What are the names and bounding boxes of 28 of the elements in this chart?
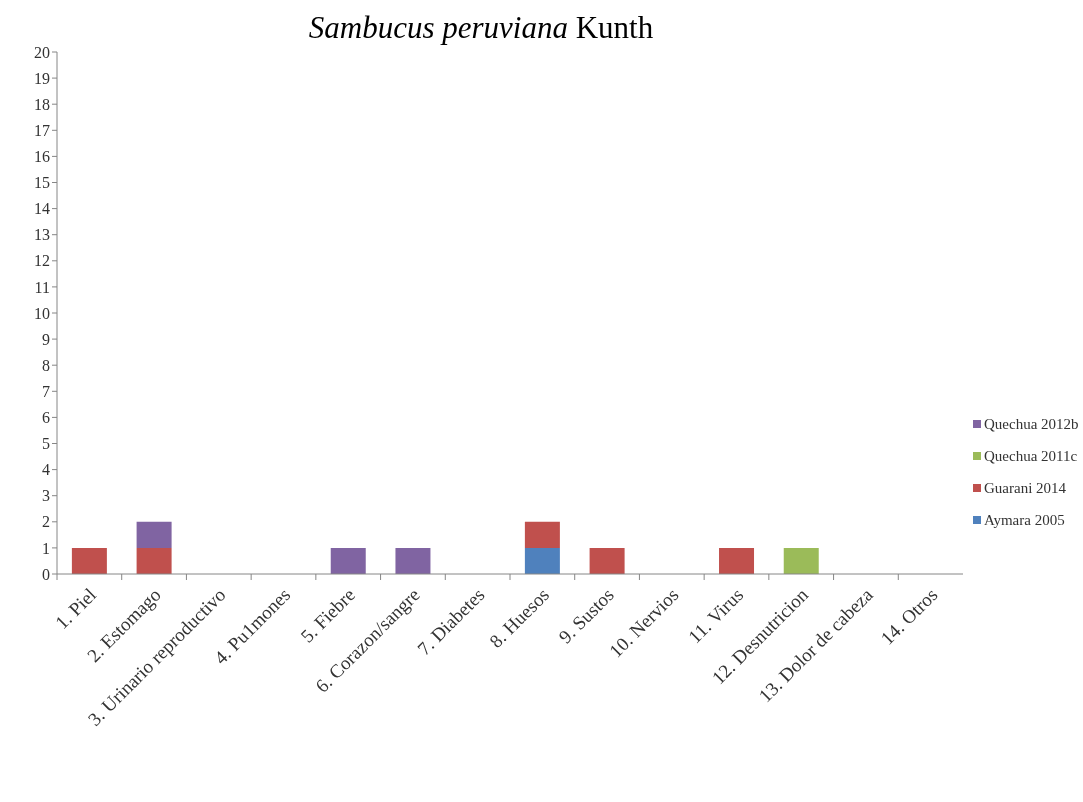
y-tick-label: 13 xyxy=(34,226,50,244)
legend-label: Quechua 2011c xyxy=(984,447,1078,465)
legend-label: Quechua 2012b xyxy=(984,415,1079,433)
x-tick-label: 1. Piel xyxy=(51,583,101,634)
y-tick-label: 2 xyxy=(42,513,50,531)
y-tick-label: 6 xyxy=(42,409,50,427)
x-tick-label: 14. Otros xyxy=(876,583,942,649)
chart-title: Sambucus peruviana Kunth xyxy=(308,10,654,45)
y-tick-label: 15 xyxy=(34,174,50,192)
y-tick-label: 17 xyxy=(34,121,50,139)
y-tick-label: 19 xyxy=(34,69,50,87)
y-tick-label: 14 xyxy=(34,200,50,218)
y-tick-label: 16 xyxy=(34,148,50,166)
y-tick-label: 5 xyxy=(42,435,50,453)
y-tick-label: 8 xyxy=(42,356,50,374)
y-tick-label: 18 xyxy=(34,95,50,113)
y-tick-label: 20 xyxy=(34,43,50,61)
legend-label: Guarani 2014 xyxy=(984,479,1067,497)
y-tick-label: 7 xyxy=(42,382,50,400)
y-tick-label: 9 xyxy=(42,330,50,348)
y-tick-label: 0 xyxy=(42,565,50,583)
y-tick-label: 3 xyxy=(42,487,50,505)
y-tick-label: 12 xyxy=(34,252,50,270)
y-tick-label: 10 xyxy=(34,304,50,322)
y-tick-label: 1 xyxy=(42,539,50,557)
y-tick-label: 11 xyxy=(34,278,50,296)
y-tick-label: 4 xyxy=(42,461,50,479)
legend-label: Aymara 2005 xyxy=(984,511,1065,529)
